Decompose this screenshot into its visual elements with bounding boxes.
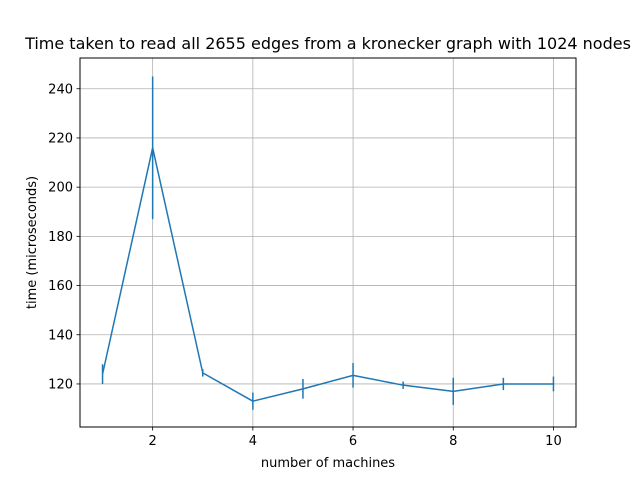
y-tick-label: 140 <box>48 328 73 343</box>
x-tick-label: 4 <box>249 434 257 449</box>
y-tick-label: 180 <box>48 230 73 245</box>
y-tick-label: 240 <box>48 82 73 97</box>
grid <box>80 58 576 427</box>
x-axis-label: number of machines <box>261 456 395 471</box>
y-tick-label: 200 <box>48 181 73 196</box>
x-tick-label: 2 <box>149 434 157 449</box>
x-tick-label: 8 <box>449 434 457 449</box>
y-axis-label: time (microseconds) <box>25 176 40 309</box>
series-layer <box>101 76 555 410</box>
y-tick-label: 220 <box>48 131 73 146</box>
plot-frame <box>79 57 577 428</box>
series-line <box>101 147 554 402</box>
plot-area <box>80 58 576 427</box>
y-tick-label: 160 <box>48 279 73 294</box>
x-tick-label: 10 <box>545 434 562 449</box>
x-tick-label: 6 <box>349 434 357 449</box>
ticks: 2 4 6 8 10 120 140 160 180 200 220 240 <box>48 82 562 449</box>
chart-title: Time taken to read all 2655 edges from a… <box>24 34 631 53</box>
y-tick-label: 120 <box>48 377 73 392</box>
